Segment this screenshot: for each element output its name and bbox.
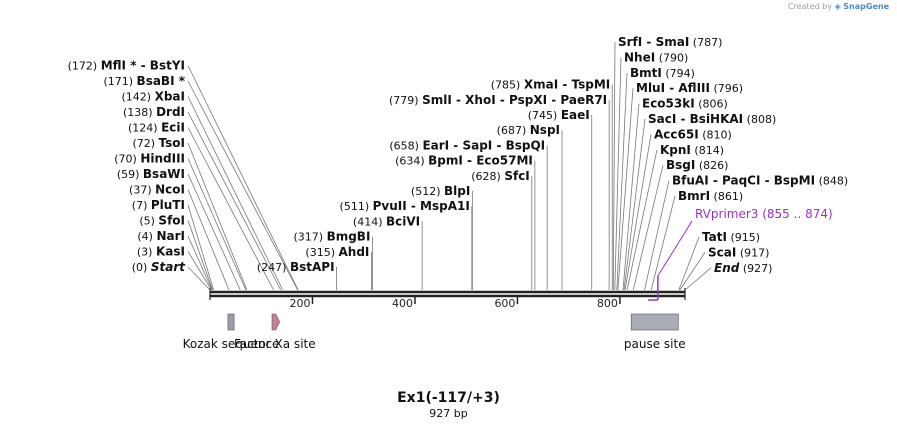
site-leader-line (187, 142, 248, 291)
site-leader-line (187, 235, 213, 291)
site-label-bcivi[interactable]: (414) BciVI (353, 214, 420, 228)
site-label-pvuii-mspa1i[interactable]: (511) PvuII - MspA1I (340, 199, 470, 213)
sequence-title: Ex1(-117/+3) (397, 390, 500, 406)
site-label-ncoi[interactable]: (37) NcoI (129, 183, 185, 197)
site-label-blpi[interactable]: (512) BlpI (411, 184, 470, 198)
primer-leader-line (657, 220, 693, 277)
site-leader-line (624, 134, 652, 291)
site-label-sfoi[interactable]: (5) SfoI (139, 214, 185, 228)
site-label-tati[interactable]: TatI (915) (702, 230, 760, 244)
site-label-pluti[interactable]: (7) PluTI (132, 198, 185, 212)
snapgene-logo-icon: ◈ (834, 2, 841, 11)
site-label-acc65i[interactable]: Acc65I (810) (654, 127, 732, 141)
site-label-mfli-bstyi[interactable]: (172) MflI * - BstYI (68, 59, 185, 73)
site-label-sfci[interactable]: (628) SfcI (471, 169, 530, 183)
site-label-bsawi[interactable]: (59) BsaWI (117, 167, 185, 181)
site-leader-line (187, 251, 212, 291)
site-leader-line (187, 96, 284, 291)
site-label-saci-bsihkai[interactable]: SacI - BsiHKAI (808) (648, 112, 776, 126)
feature-factor-xa-site[interactable] (271, 313, 280, 331)
site-label-bmri[interactable]: BmrI (861) (678, 189, 743, 203)
site-leader-line (684, 267, 712, 291)
site-leader-line (612, 41, 616, 291)
site-label-srfi-smai[interactable]: SrfI - SmaI (787) (618, 35, 722, 49)
site-label-end[interactable]: End (927) (714, 261, 772, 275)
site-leader-line (650, 195, 676, 291)
ruler-tick-label: 600 (494, 297, 515, 310)
site-label-scai[interactable]: ScaI (917) (708, 245, 769, 259)
site-leader-line (187, 220, 213, 291)
site-leader-line (187, 80, 298, 291)
site-label-eari-sapi-bspqi[interactable]: (658) EarI - SapI - BspQI (389, 138, 545, 152)
site-label-ecii[interactable]: (124) EciI (128, 121, 185, 135)
snapgene-brand: SnapGene (843, 2, 889, 11)
sequence-length: 927 bp (429, 407, 468, 420)
feature-label-factor-xa-site: Factor Xa site (234, 337, 316, 351)
site-leader-line (187, 127, 274, 291)
site-label-nari[interactable]: (4) NarI (137, 229, 185, 243)
site-label-mlui-afliii[interactable]: MluI - AflIII (796) (636, 81, 743, 95)
site-leader-line (678, 236, 700, 291)
created-by-watermark: Created by ◈ SnapGene (788, 2, 889, 11)
site-label-bstapi[interactable]: (247) BstAPI (257, 260, 335, 274)
site-leader-line (187, 266, 211, 291)
site-label-bfuai-paqci-bspmi[interactable]: BfuAI - PaqCI - BspMI (848) (672, 174, 848, 188)
feature-label-kozak-sequence: Kozak sequence (183, 337, 280, 351)
site-label-kasi[interactable]: (3) KasI (137, 245, 185, 259)
site-leader-line (622, 103, 640, 291)
site-label-bpmi-eco57mi[interactable]: (634) BpmI - Eco57MI (395, 154, 533, 168)
ruler-tick-label: 400 (392, 297, 413, 310)
site-leader-line (616, 72, 628, 291)
site-label-tsoi[interactable]: (72) TsoI (132, 136, 185, 150)
site-leader-line (187, 204, 214, 291)
site-label-eco53ki[interactable]: Eco53kI (806) (642, 97, 728, 111)
site-leader-line (617, 88, 634, 291)
site-label-bmgbi[interactable]: (317) BmgBI (293, 230, 370, 244)
site-label-bmti[interactable]: BmtI (794) (630, 66, 695, 80)
site-label-bsgi[interactable]: BsgI (826) (666, 158, 728, 172)
site-label-xbai[interactable]: (142) XbaI (122, 90, 186, 104)
site-label-hindiii[interactable]: (70) HindIII (114, 152, 185, 166)
site-label-eaei[interactable]: (745) EaeI (528, 108, 590, 122)
site-label-nhei[interactable]: NheI (790) (624, 50, 688, 64)
site-leader-line (614, 57, 622, 291)
created-by-prefix: Created by (788, 2, 833, 11)
site-leader-line (679, 252, 706, 291)
site-leader-line (187, 158, 247, 291)
site-label-bsabi[interactable]: (171) BsaBI * (103, 74, 185, 88)
site-label-drdi[interactable]: (138) DrdI (123, 105, 185, 119)
ruler-tick-label: 800 (597, 297, 618, 310)
site-label-ahdi[interactable]: (315) AhdI (305, 245, 369, 259)
site-label-xmai-tspmi[interactable]: (785) XmaI - TspMI (491, 78, 610, 92)
site-leader-line (632, 165, 664, 291)
site-leader-line (187, 173, 241, 291)
site-leader-line (187, 189, 230, 291)
site-leader-line (644, 180, 670, 291)
feature-kozak-sequence[interactable] (227, 313, 235, 331)
site-label-kpni[interactable]: KpnI (814) (660, 143, 724, 157)
ruler-tick-label: 200 (289, 297, 310, 310)
site-label-smli-xhoi-pspxi-paer7i[interactable]: (779) SmlI - XhoI - PspXI - PaeR7I (389, 93, 607, 107)
site-label-start[interactable]: (0) Start (132, 260, 186, 274)
feature-label-pause-site: pause site (624, 337, 686, 351)
site-leader-line (623, 118, 646, 291)
site-leader-line (187, 111, 282, 291)
feature-pause-site[interactable] (630, 313, 679, 331)
primer-label[interactable]: RVprimer3 (855 .. 874) (695, 207, 833, 221)
site-leader-line (187, 65, 299, 291)
site-label-nspi[interactable]: (687) NspI (497, 123, 560, 137)
site-leader-line (626, 149, 658, 291)
